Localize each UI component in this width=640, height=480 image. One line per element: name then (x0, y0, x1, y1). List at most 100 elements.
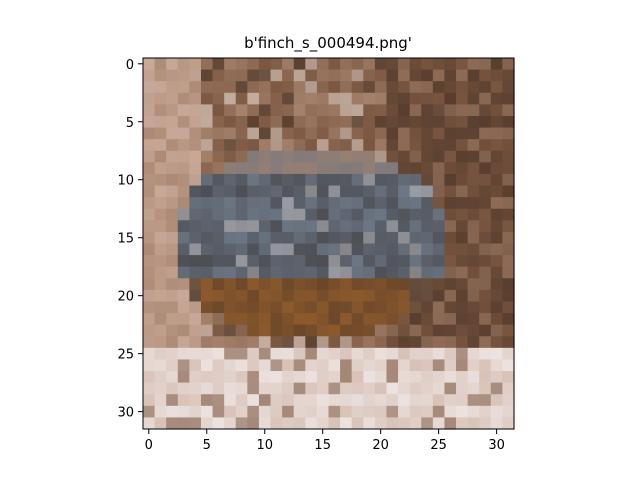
image-pixel (235, 58, 248, 71)
image-pixel (258, 324, 272, 337)
image-pixel (143, 243, 156, 256)
image-pixel (305, 81, 318, 94)
image-pixel (409, 92, 422, 105)
image-pixel (154, 243, 167, 256)
image-pixel (282, 359, 295, 372)
image-pixel (270, 243, 283, 256)
image-pixel (305, 324, 318, 337)
image-pixel (316, 347, 330, 361)
image-pixel (247, 394, 260, 407)
image-pixel (409, 394, 422, 407)
image-pixel (409, 255, 422, 268)
image-pixel (386, 162, 399, 175)
image-pixel (282, 347, 295, 361)
image-pixel (293, 255, 306, 268)
image-pixel (224, 220, 237, 233)
image-pixel (398, 394, 411, 407)
image-pixel (363, 58, 376, 71)
image-pixel (363, 417, 376, 430)
image-pixel (200, 255, 214, 268)
image-pixel (166, 139, 179, 152)
image-pixel (340, 313, 353, 326)
image-pixel (189, 278, 202, 291)
image-pixel (490, 347, 503, 361)
image-pixel (200, 301, 214, 314)
image-pixel (456, 405, 469, 418)
image-pixel (305, 150, 318, 163)
image-pixel (490, 278, 503, 291)
image-pixel (224, 127, 237, 140)
image-pixel (154, 417, 167, 430)
image-pixel (490, 185, 503, 198)
image-pixel (479, 162, 492, 175)
image-pixel (456, 371, 469, 384)
image-pixel (409, 301, 422, 314)
image-pixel (502, 104, 515, 117)
image-pixel (386, 231, 399, 245)
image-pixel (235, 139, 248, 152)
image-pixel (328, 185, 341, 198)
image-pixel (247, 92, 260, 105)
image-pixel (316, 266, 330, 279)
image-pixel (282, 394, 295, 407)
image-pixel (409, 359, 422, 372)
image-pixel (490, 220, 503, 233)
image-pixel (305, 127, 318, 140)
x-tick-label: 30 (488, 438, 505, 453)
image-pixel (398, 324, 411, 337)
image-pixel (340, 173, 353, 187)
image-pixel (456, 266, 469, 279)
image-pixel (432, 313, 446, 326)
image-pixel (467, 359, 480, 372)
image-pixel (374, 324, 388, 337)
image-pixel (328, 58, 341, 71)
image-pixel (409, 220, 422, 233)
image-pixel (200, 58, 214, 71)
image-pixel (467, 58, 480, 71)
image-pixel (351, 289, 364, 303)
image-pixel (328, 371, 341, 384)
image-pixel (363, 127, 376, 140)
image-pixel (212, 115, 225, 129)
image-pixel (444, 266, 457, 279)
image-pixel (328, 127, 341, 140)
image-pixel (258, 185, 272, 198)
image-pixel (340, 58, 353, 71)
image-pixel (282, 382, 295, 395)
image-pixel (154, 220, 167, 233)
image-pixel (502, 231, 515, 245)
image-pixel (456, 139, 469, 152)
image-pixel (258, 266, 272, 279)
image-pixel (398, 336, 411, 349)
image-pixel (421, 382, 434, 395)
image-pixel (328, 104, 341, 117)
image-pixel (351, 69, 364, 82)
image-pixel (282, 220, 295, 233)
image-pixel (502, 405, 515, 418)
image-pixel (502, 243, 515, 256)
image-pixel (282, 92, 295, 105)
image-pixel (456, 104, 469, 117)
image-pixel (258, 150, 272, 163)
image-pixel (363, 359, 376, 372)
image-pixel (502, 371, 515, 384)
image-pixel (340, 289, 353, 303)
image-pixel (143, 150, 156, 163)
image-pixel (340, 417, 353, 430)
image-pixel (200, 278, 214, 291)
image-pixel (224, 115, 237, 129)
image-pixel (247, 382, 260, 395)
image-pixel (258, 382, 272, 395)
image-pixel (444, 139, 457, 152)
image-pixel (212, 255, 225, 268)
image-pixel (409, 382, 422, 395)
image-pixel (421, 394, 434, 407)
image-pixel (316, 336, 330, 349)
image-pixel (421, 139, 434, 152)
x-tick-label: 15 (314, 438, 331, 453)
image-pixel (270, 347, 283, 361)
y-tick-label: 0 (126, 58, 134, 73)
image-pixel (421, 197, 434, 210)
image-pixel (143, 208, 156, 221)
image-pixel (328, 347, 341, 361)
